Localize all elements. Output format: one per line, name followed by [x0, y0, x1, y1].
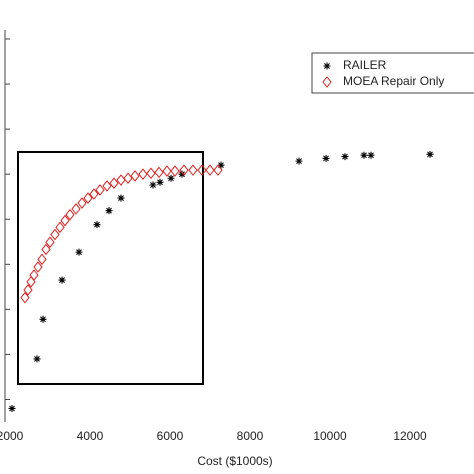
- legend-label: MOEA Repair Only: [343, 74, 444, 88]
- asterisk-marker: [156, 178, 164, 186]
- asterisk-marker: [367, 151, 375, 159]
- diamond-marker: [41, 243, 51, 256]
- x-tick-label: 8000: [237, 429, 264, 443]
- asterisk-marker: [39, 315, 47, 323]
- diamond-marker: [154, 166, 164, 179]
- legend-label: RAILER: [343, 58, 387, 72]
- diamond-marker: [20, 291, 30, 304]
- asterisk-marker: [360, 151, 368, 159]
- x-axis-label: Cost ($1000s): [197, 454, 272, 468]
- diamond-marker: [146, 167, 156, 180]
- legend-box: [311, 52, 474, 94]
- diamond-marker: [65, 208, 75, 221]
- diamond-marker: [60, 214, 70, 227]
- diamond-marker: [130, 170, 140, 182]
- asterisk-marker: [341, 153, 349, 161]
- diamond-marker: [213, 164, 223, 176]
- asterisk-marker: [33, 355, 41, 363]
- diamond-marker: [322, 76, 332, 88]
- diamond-marker: [83, 192, 93, 204]
- diamond-marker: [89, 188, 99, 200]
- diamond-marker: [188, 164, 198, 176]
- asterisk-marker: [178, 170, 186, 178]
- diamond-marker: [205, 164, 215, 176]
- diamond-marker: [179, 164, 189, 176]
- diamond-marker: [23, 284, 33, 296]
- diamond-marker: [95, 184, 105, 196]
- asterisk-marker: [75, 248, 83, 256]
- asterisk-marker: [117, 194, 125, 202]
- diamond-marker: [162, 165, 172, 177]
- asterisk-marker: [322, 154, 330, 162]
- diamond-marker: [197, 164, 207, 176]
- asterisk-marker: [149, 181, 157, 189]
- zoom-box: [17, 151, 204, 385]
- asterisk-marker: [8, 404, 16, 412]
- diamond-marker: [138, 168, 148, 180]
- asterisk-marker: [58, 276, 66, 284]
- x-tick-label: 6000: [157, 429, 184, 443]
- asterisk-marker: [426, 150, 434, 158]
- diamond-marker: [109, 177, 119, 189]
- x-tick-label: 2000: [0, 429, 24, 443]
- diamond-marker: [123, 172, 133, 185]
- diamond-marker: [37, 253, 47, 266]
- diamond-marker: [77, 197, 87, 209]
- diamond-marker: [55, 221, 65, 234]
- asterisk-marker: [323, 62, 331, 70]
- asterisk-marker: [93, 221, 101, 229]
- diamond-marker: [50, 228, 60, 241]
- x-tick-label: 4000: [77, 429, 104, 443]
- asterisk-marker: [217, 161, 225, 169]
- diamond-marker: [45, 236, 55, 249]
- diamond-marker: [33, 261, 43, 273]
- diamond-marker: [71, 203, 81, 215]
- x-tick-label: 10000: [313, 429, 347, 443]
- diamond-marker: [29, 269, 39, 281]
- diamond-marker: [170, 165, 180, 177]
- diamond-marker: [102, 180, 112, 192]
- asterisk-marker: [105, 207, 113, 215]
- asterisk-marker: [167, 174, 175, 182]
- x-tick-label: 12000: [393, 429, 427, 443]
- asterisk-marker: [295, 157, 303, 165]
